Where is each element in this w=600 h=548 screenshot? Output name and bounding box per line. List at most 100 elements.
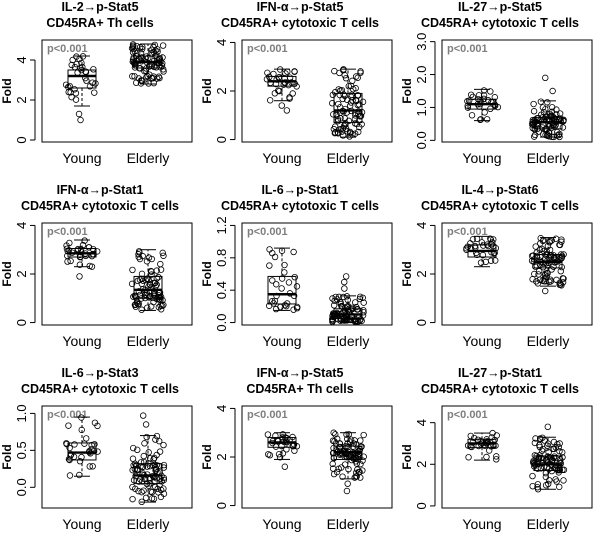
data-point xyxy=(345,83,352,90)
data-point xyxy=(159,42,167,49)
y-tick-label: 2 xyxy=(414,270,429,277)
data-point xyxy=(343,431,350,438)
chart-panel: IL-27→p-Stat1 CD45RA+ cytotoxic T cells 0 2… xyxy=(400,366,600,548)
data-point xyxy=(354,92,362,99)
outlier-point xyxy=(283,107,291,114)
box-young xyxy=(463,235,500,268)
box-elderly xyxy=(329,429,367,495)
data-point xyxy=(464,97,471,105)
y-tick-label: 4 xyxy=(414,222,429,229)
data-point xyxy=(78,59,85,67)
outlier-point xyxy=(542,287,549,295)
data-point xyxy=(267,79,274,87)
data-point xyxy=(91,441,98,448)
data-point xyxy=(529,276,536,283)
data-point xyxy=(139,45,146,53)
data-point xyxy=(555,443,562,451)
y-tick-label: 1.0 xyxy=(414,98,429,116)
data-point xyxy=(559,279,567,286)
data-point xyxy=(546,133,553,140)
data-point xyxy=(273,281,280,288)
data-point xyxy=(138,306,145,313)
data-point xyxy=(128,280,136,288)
data-point xyxy=(329,460,336,468)
data-point xyxy=(487,88,494,95)
data-point xyxy=(136,276,144,283)
box-young xyxy=(62,53,99,124)
data-point xyxy=(545,449,552,456)
data-point xyxy=(540,278,548,285)
box-young xyxy=(265,246,301,313)
data-point xyxy=(150,73,157,80)
data-point xyxy=(283,446,290,453)
data-point xyxy=(279,431,287,438)
data-point xyxy=(78,414,85,421)
plot-frame xyxy=(441,222,593,326)
data-point xyxy=(270,70,277,78)
data-point xyxy=(344,303,351,310)
data-point xyxy=(69,56,76,64)
x-category-label: Young xyxy=(62,516,101,532)
data-point xyxy=(469,93,477,101)
data-point xyxy=(160,441,167,449)
data-point xyxy=(143,258,151,265)
data-point xyxy=(333,468,341,476)
data-point xyxy=(67,257,74,265)
data-point xyxy=(136,43,144,51)
data-point xyxy=(477,259,485,266)
p-value-annotation: p<0.001 xyxy=(447,409,488,421)
data-point xyxy=(266,452,274,459)
p-value-annotation: p<0.001 xyxy=(47,409,88,421)
data-point xyxy=(332,431,339,438)
y-tick-label: 3.0 xyxy=(414,33,429,51)
data-point xyxy=(341,115,349,122)
data-point xyxy=(269,277,276,284)
data-point xyxy=(150,298,157,306)
outlier-point xyxy=(544,423,552,431)
chart-title-line2: CD45RA+ cytotoxic T cells xyxy=(220,199,380,213)
data-point xyxy=(65,83,72,91)
plot-frame xyxy=(241,222,393,326)
data-point xyxy=(90,66,97,73)
data-point xyxy=(288,79,295,86)
y-tick-label: 1.0 xyxy=(14,404,29,422)
plot-frame xyxy=(441,405,593,509)
data-point xyxy=(135,487,142,495)
data-point xyxy=(266,246,273,253)
box-elderly xyxy=(329,66,367,140)
data-point xyxy=(480,95,488,103)
data-point xyxy=(88,441,95,449)
p-value-annotation: p<0.001 xyxy=(247,43,288,55)
data-point xyxy=(530,133,538,140)
data-point xyxy=(265,451,272,458)
data-point xyxy=(94,248,101,255)
data-point xyxy=(486,447,493,454)
data-point xyxy=(263,76,271,83)
data-point xyxy=(549,445,557,453)
data-point xyxy=(291,447,298,454)
data-point xyxy=(279,434,286,441)
p-value-annotation: p<0.001 xyxy=(447,43,488,55)
outlier-point xyxy=(549,87,556,95)
y-axis-title: Fold xyxy=(200,78,214,103)
data-point xyxy=(354,74,361,81)
data-point xyxy=(548,124,555,132)
y-tick-label: 2 xyxy=(214,87,229,94)
x-category-label: Elderly xyxy=(127,150,170,166)
x-category-label: Young xyxy=(262,150,301,166)
data-point xyxy=(91,89,98,96)
data-point xyxy=(155,293,162,301)
data-point xyxy=(76,471,83,479)
chart-panel: IFN-α→p-Stat5 CD45RA+ Th cells 0 2 4 Fold p<0.… xyxy=(200,366,400,548)
data-point xyxy=(353,460,360,467)
data-point xyxy=(531,270,538,278)
outlier-point xyxy=(76,273,83,280)
data-point xyxy=(354,306,361,313)
x-category-label: Elderly xyxy=(127,333,170,349)
data-point xyxy=(147,267,155,275)
data-point xyxy=(272,443,280,450)
x-category-label: Young xyxy=(262,516,301,532)
data-point xyxy=(157,296,164,304)
data-point xyxy=(360,453,367,460)
data-point xyxy=(535,128,542,135)
